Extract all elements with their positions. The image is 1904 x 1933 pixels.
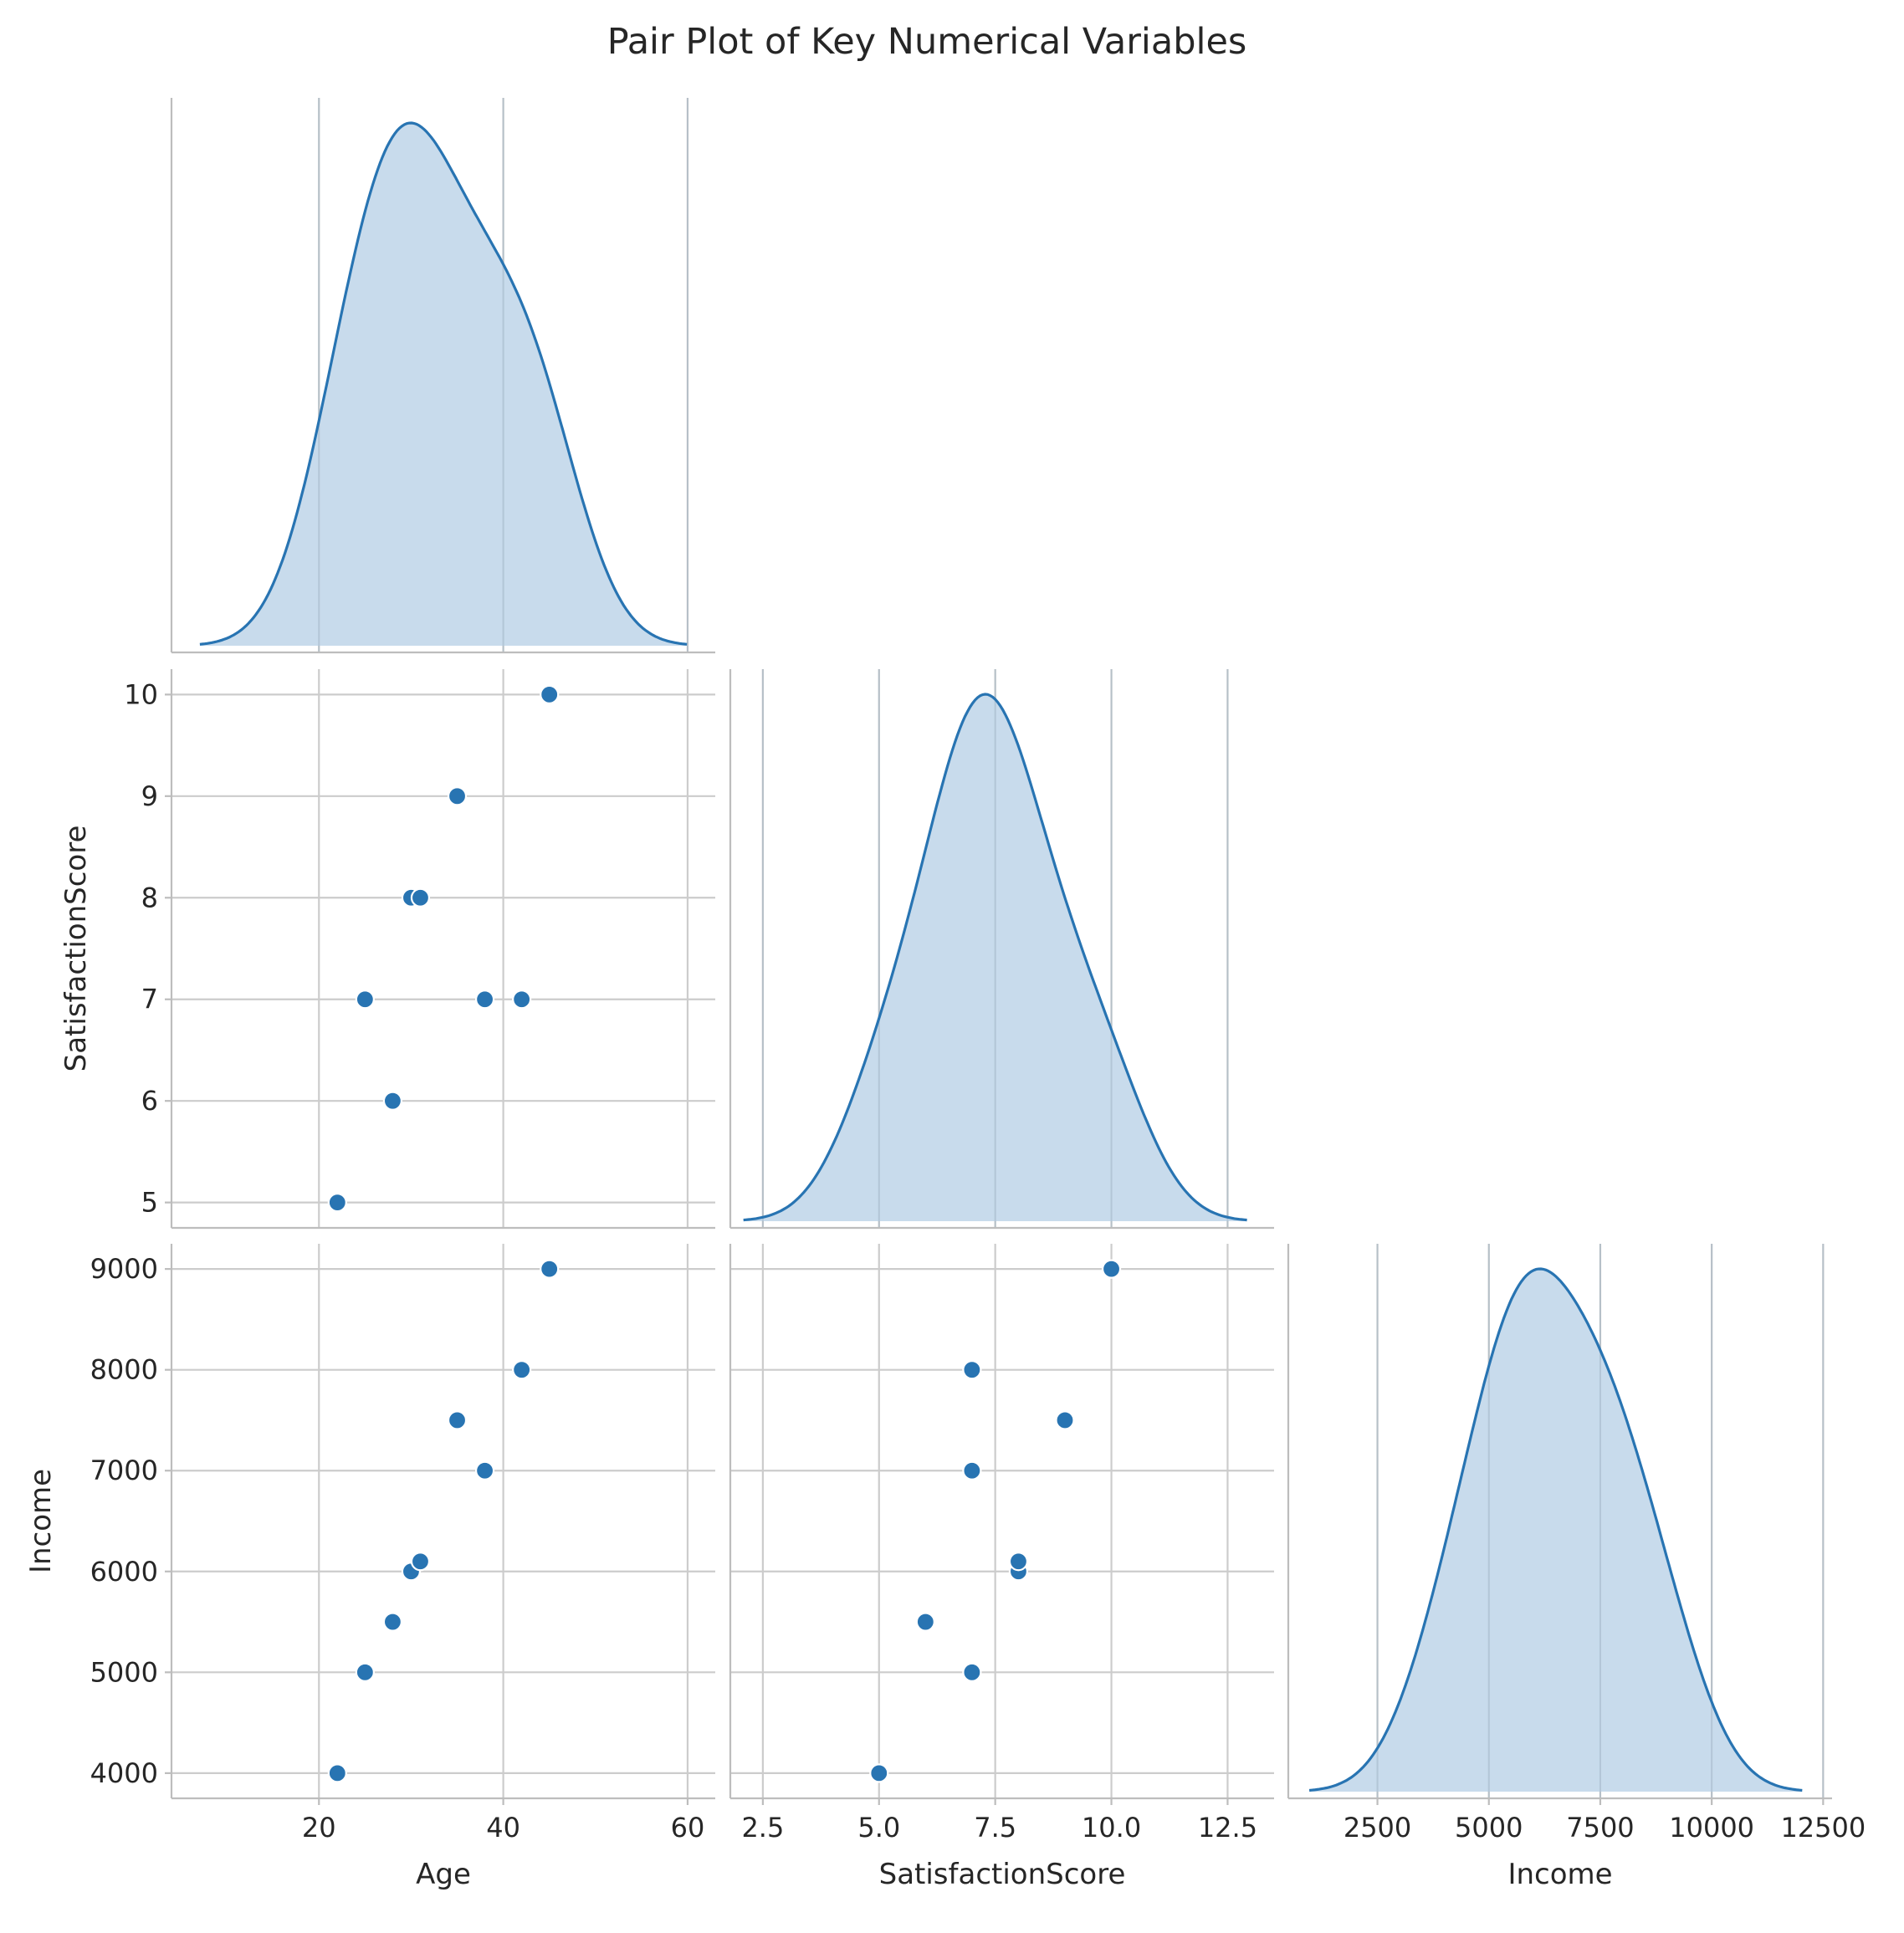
point-satisfactionscore-vs-age-6 <box>474 990 495 1010</box>
ytick-label-satisfactionscore-3: 8 <box>141 882 158 913</box>
point-satisfactionscore-vs-age-0 <box>327 1193 347 1213</box>
xtick-label-income-3: 10000 <box>1669 1812 1754 1844</box>
point-income-vs-satisfactionscore-8 <box>1101 1259 1122 1279</box>
point-income-vs-satisfactionscore-0 <box>869 1763 889 1783</box>
xtick-label-age-1: 40 <box>486 1812 520 1844</box>
kde-fill-age <box>199 123 688 646</box>
ylabel-income: Income <box>24 1469 58 1573</box>
point-satisfactionscore-vs-age-1 <box>355 990 375 1010</box>
xtick-label-satisfactionscore-1: 5.0 <box>857 1812 900 1844</box>
point-income-vs-satisfactionscore-5 <box>1055 1410 1075 1430</box>
ytick-label-income-4: 8000 <box>90 1354 158 1386</box>
point-income-vs-age-1 <box>355 1662 375 1682</box>
xtick-label-income-2: 7500 <box>1566 1812 1634 1844</box>
xtick-label-income-4: 12500 <box>1780 1812 1866 1844</box>
point-satisfactionscore-vs-age-5 <box>447 786 468 806</box>
xtick-label-age-2: 60 <box>671 1812 705 1844</box>
point-income-vs-age-8 <box>540 1259 560 1279</box>
xlabel-income: Income <box>1507 1858 1612 1891</box>
xtick-label-age-0: 20 <box>302 1812 336 1844</box>
ytick-label-income-5: 9000 <box>90 1253 158 1285</box>
xtick-label-satisfactionscore-0: 2.5 <box>741 1812 784 1844</box>
point-income-vs-satisfactionscore-6 <box>962 1460 982 1480</box>
point-satisfactionscore-vs-age-7 <box>512 990 532 1010</box>
xlabel-age: Age <box>416 1858 471 1891</box>
point-income-vs-satisfactionscore-2 <box>915 1612 935 1632</box>
ytick-label-satisfactionscore-2: 7 <box>141 984 158 1015</box>
point-income-vs-satisfactionscore-1 <box>962 1662 982 1682</box>
ytick-label-income-2: 6000 <box>90 1556 158 1588</box>
xtick-label-satisfactionscore-2: 7.5 <box>974 1812 1016 1844</box>
point-satisfactionscore-vs-age-8 <box>540 684 560 704</box>
xtick-label-satisfactionscore-4: 12.5 <box>1198 1812 1257 1844</box>
point-income-vs-age-0 <box>327 1763 347 1783</box>
chart-title: Pair Plot of Key Numerical Variables <box>607 21 1247 63</box>
ytick-label-income-1: 5000 <box>90 1656 158 1688</box>
kde-line-age <box>199 121 688 646</box>
ytick-label-satisfactionscore-4: 9 <box>141 780 158 812</box>
point-satisfactionscore-vs-age-2 <box>382 1091 403 1111</box>
point-income-vs-satisfactionscore-4 <box>1008 1552 1029 1572</box>
point-income-vs-satisfactionscore-7 <box>962 1360 982 1380</box>
kde-line-satisfactionscore <box>743 693 1247 1222</box>
point-income-vs-age-6 <box>474 1460 495 1480</box>
point-income-vs-age-5 <box>447 1410 468 1430</box>
point-income-vs-age-7 <box>512 1360 532 1380</box>
ytick-label-satisfactionscore-5: 10 <box>124 678 158 710</box>
point-satisfactionscore-vs-age-4 <box>410 887 431 908</box>
xlabel-satisfactionscore: SatisfactionScore <box>879 1858 1126 1891</box>
xtick-label-satisfactionscore-3: 10.0 <box>1082 1812 1141 1844</box>
point-income-vs-age-4 <box>410 1552 431 1572</box>
ylabel-satisfactionscore: SatisfactionScore <box>59 826 93 1072</box>
xtick-label-income-1: 5000 <box>1455 1812 1523 1844</box>
point-income-vs-age-2 <box>382 1612 403 1632</box>
xtick-label-income-0: 2500 <box>1344 1812 1411 1844</box>
kde-fill-income <box>1309 1269 1803 1792</box>
ytick-label-satisfactionscore-0: 5 <box>141 1187 158 1219</box>
kde-line-income <box>1308 1267 1803 1792</box>
ytick-label-satisfactionscore-1: 6 <box>141 1085 158 1117</box>
ytick-label-income-0: 4000 <box>90 1757 158 1789</box>
ytick-label-income-3: 7000 <box>90 1455 158 1486</box>
